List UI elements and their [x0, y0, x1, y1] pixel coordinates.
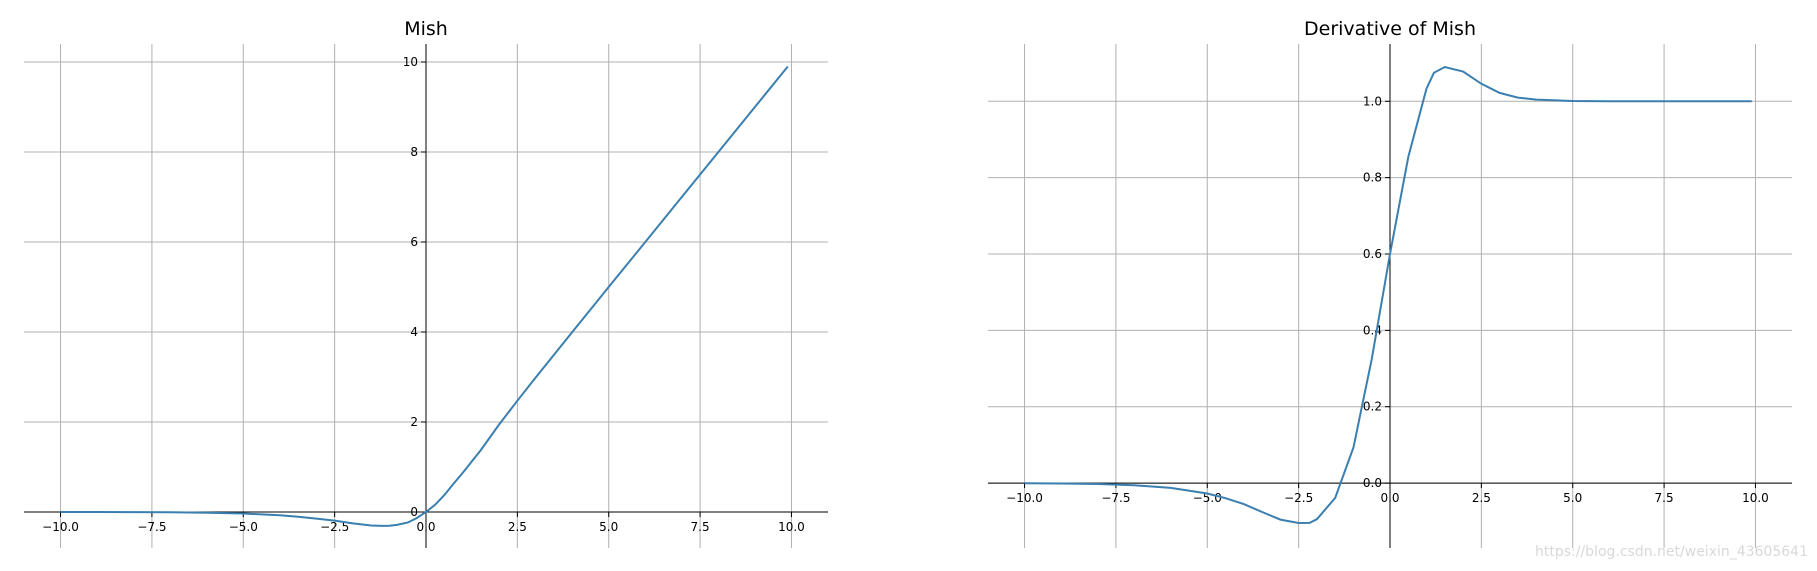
x-tick-label: 7.5	[691, 520, 710, 534]
watermark-text: https://blog.csdn.net/weixin_43605641	[1535, 544, 1808, 560]
y-tick-label: 2	[410, 415, 418, 429]
x-tick-label: 5.0	[599, 520, 618, 534]
y-tick-label: 0.0	[1363, 476, 1382, 490]
y-tick-label: 0.6	[1363, 247, 1382, 261]
y-tick-label: 0.4	[1363, 323, 1382, 337]
x-tick-label: 0.0	[416, 520, 435, 534]
x-tick-label: 10.0	[1742, 491, 1769, 505]
series-line	[60, 65, 789, 527]
x-tick-label: 5.0	[1563, 491, 1582, 505]
x-tick-label: −7.5	[137, 520, 166, 534]
y-tick-label: 0.2	[1363, 400, 1382, 414]
x-tick-label: −2.5	[1284, 491, 1313, 505]
x-tick-label: −2.5	[320, 520, 349, 534]
y-tick-label: 4	[410, 325, 418, 339]
chart-title: Derivative of Mish	[1304, 18, 1476, 40]
y-tick-label: 0.8	[1363, 171, 1382, 185]
x-tick-label: 10.0	[778, 520, 805, 534]
x-tick-label: −10.0	[42, 520, 79, 534]
chart-title: Mish	[404, 18, 448, 40]
y-tick-label: 0	[410, 505, 418, 519]
x-tick-label: −7.5	[1101, 491, 1130, 505]
x-tick-label: −5.0	[229, 520, 258, 534]
y-tick-label: 10	[403, 55, 418, 69]
x-tick-label: −10.0	[1006, 491, 1043, 505]
x-tick-label: 2.5	[1472, 491, 1491, 505]
x-tick-label: 0.0	[1380, 491, 1399, 505]
y-tick-label: 6	[410, 235, 418, 249]
mish-derivative-chart: Derivative of Mish−10.0 −7.5 −5.0 −2.5 0.0 2.…	[988, 18, 1792, 548]
series-line	[1024, 65, 1752, 525]
x-tick-label: 7.5	[1655, 491, 1674, 505]
y-tick-label: 1.0	[1363, 94, 1382, 108]
mish-chart: Mish −10.0 −7.5 −5.0 −2.5 0.0 2.5 5.0 7.5 10.0 0 2 4…	[24, 18, 828, 548]
x-tick-label: 2.5	[508, 520, 527, 534]
y-tick-label: 8	[410, 145, 418, 159]
